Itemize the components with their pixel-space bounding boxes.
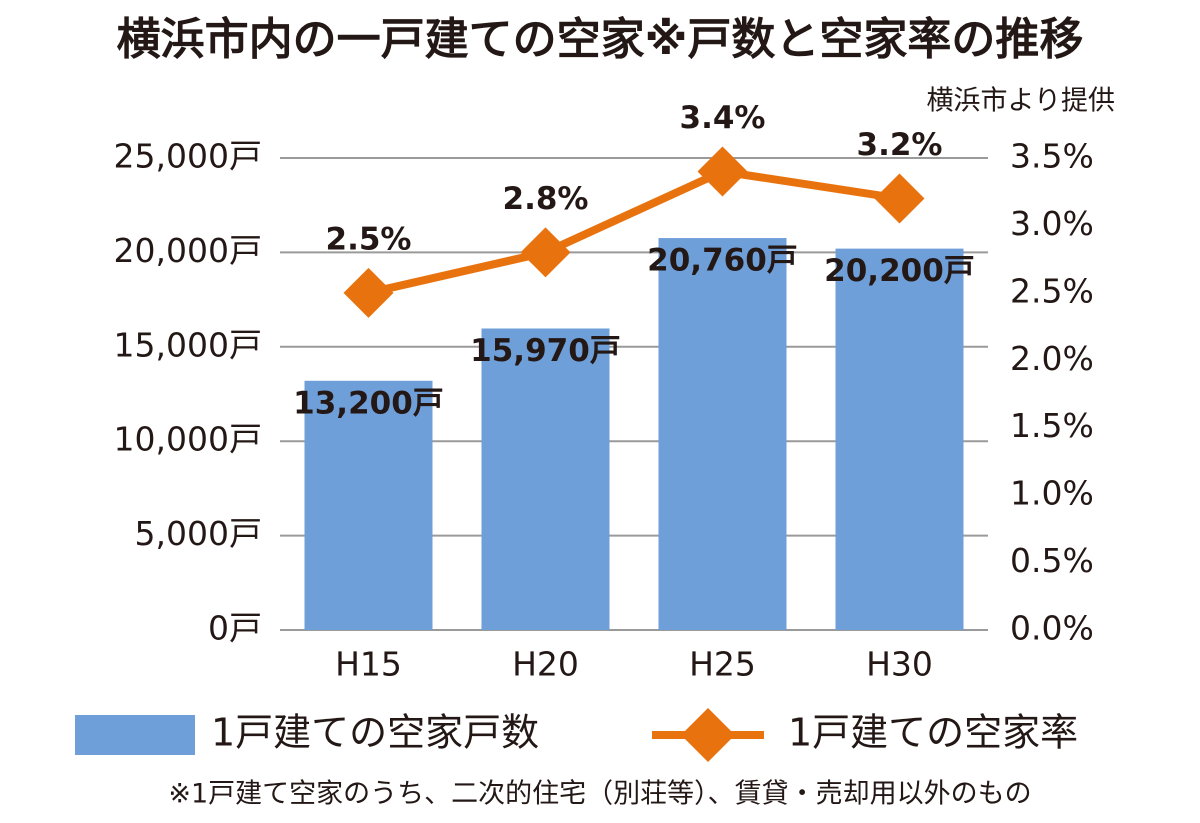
legend-label: 1戸建ての空家戸数: [211, 711, 539, 755]
legend-label: 1戸建ての空家率: [788, 711, 1078, 755]
line-marker: [520, 227, 571, 278]
x-tick-label: H30: [866, 645, 933, 684]
value-label: 2.5%: [326, 221, 412, 257]
y-tick-label: 5,000戸: [135, 514, 262, 553]
line-marker: [697, 146, 748, 197]
y2-tick-label: 0.5%: [1010, 541, 1094, 580]
y-tick-label: 10,000戸: [114, 420, 262, 459]
value-label: 13,200戸: [293, 385, 444, 421]
y-tick-label: 20,000戸: [114, 231, 262, 270]
value-label: 20,200戸: [824, 253, 975, 289]
legend-swatch: [75, 715, 195, 755]
bar: [304, 380, 433, 630]
line: [367, 167, 901, 297]
y2-tick-label: 2.5%: [1010, 271, 1094, 310]
y2-tick-label: 3.0%: [1010, 204, 1094, 243]
y2-tick-label: 2.0%: [1010, 339, 1094, 378]
bar: [658, 238, 787, 630]
bar: [835, 248, 964, 630]
value-label: 2.8%: [503, 181, 589, 217]
value-label: 3.4%: [680, 100, 766, 136]
y2-tick-label: 3.5%: [1010, 137, 1094, 176]
legend-marker: [681, 708, 735, 762]
y2-tick-label: 1.5%: [1010, 406, 1094, 445]
footnote: ※1戸建て空家のうち、二次的住宅（別荘等）、賃貸・売却用以外のもの: [168, 779, 1031, 810]
line-marker: [343, 267, 394, 318]
x-tick-label: H15: [335, 645, 402, 684]
line-marker: [874, 173, 925, 224]
y-tick-label: 25,000戸: [114, 137, 262, 176]
y2-tick-label: 1.0%: [1010, 474, 1094, 513]
y2-tick-label: 0.0%: [1010, 609, 1094, 648]
bar: [481, 328, 610, 630]
x-tick-label: H25: [689, 645, 756, 684]
chart-title: 横浜市内の一戸建ての空家※戸数と空家率の推移: [117, 14, 1084, 65]
y-tick-label: 0戸: [208, 609, 262, 648]
value-label: 20,760戸: [647, 243, 798, 279]
y-tick-label: 15,000戸: [114, 325, 262, 364]
value-label: 15,970戸: [470, 333, 621, 369]
source: 横浜市より提供: [927, 86, 1115, 117]
x-tick-label: H20: [512, 645, 579, 684]
value-label: 3.2%: [857, 127, 943, 163]
